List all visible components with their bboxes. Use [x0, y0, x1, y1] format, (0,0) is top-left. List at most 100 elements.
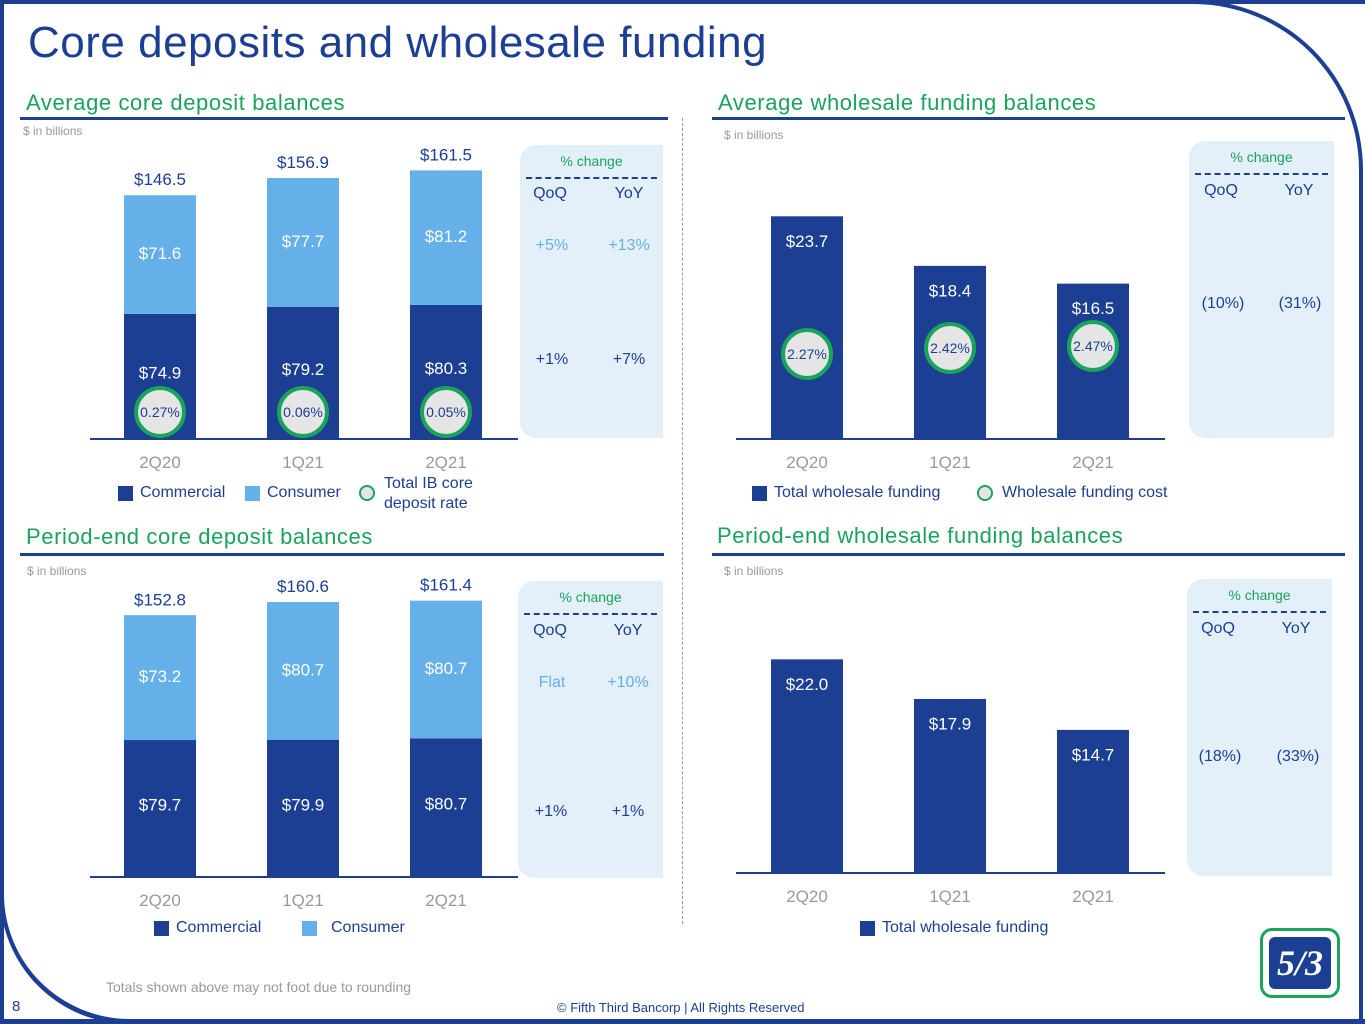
pct-change-header: % change [559, 589, 622, 605]
legend-item-commercial: Commercial [154, 919, 261, 937]
total-label-1q21: $156.9 [277, 153, 329, 172]
legend-swatch-consumer [302, 921, 317, 936]
legend-item-total-wholesale: Total wholesale funding [752, 484, 940, 502]
data-label-commercial-1q21: $79.2 [282, 360, 325, 379]
data-label-commercial-2q21: $80.3 [425, 359, 468, 378]
x-tick-label-2q21: 2Q21 [425, 453, 467, 472]
rate-circle-1q21 [277, 386, 329, 438]
units-avg-core: $ in billions [23, 124, 83, 138]
legend-item-funding-cost: Wholesale funding cost [977, 484, 1167, 502]
chart-avg-wholesale: $23.7 2.27% 2Q20 $18.4 2.42% 1Q21 $16.5 2.47% 2Q… [736, 216, 1165, 472]
rate-circle-2q21 [1067, 320, 1119, 372]
section-rule-avg-core [20, 117, 668, 120]
legend-item-consumer: Consumer [302, 919, 405, 937]
qoq-label: QoQ [533, 185, 567, 202]
page-title: Core deposits and wholesale funding [28, 18, 768, 67]
bar-consumer-1q21 [267, 602, 339, 740]
section-rule-avg-wholesale [712, 117, 1345, 120]
rate-label-2q21: 0.05% [426, 404, 466, 420]
rate-circle-2q20 [134, 386, 186, 438]
legend-item-consumer: Consumer [245, 484, 341, 502]
x-tick-label-2q20: 2Q20 [139, 453, 181, 472]
legend-label-rate: Total IB core deposit rate [384, 474, 473, 514]
data-label-commercial-2q20: $79.7 [139, 796, 182, 815]
units-avg-wholesale: $ in billions [724, 128, 784, 142]
bar-commercial-2q20 [124, 740, 196, 876]
data-label-total-wholesale-funding-1q21: $18.4 [929, 281, 972, 300]
data-label-commercial-2q21: $80.7 [425, 795, 468, 814]
rate-circle-1q21 [924, 322, 976, 374]
frame-border-top [0, 0, 1365, 4]
legend-label-consumer: Consumer [267, 484, 341, 501]
yoy-label: YoY [614, 185, 644, 202]
rate-label-2q20: 0.27% [140, 404, 180, 420]
consumer-qoq: Flat [538, 674, 566, 691]
yoy-label: YoY [1284, 182, 1314, 199]
pct-change-divider [1195, 173, 1328, 175]
legend-label-rate-line1: Total IB core [384, 475, 473, 492]
section-title-pe-core: Period-end core deposit balances [26, 524, 373, 549]
legend-label-consumer: Consumer [331, 919, 405, 936]
pct-change-panel-avg-core: % change QoQ YoY +5% +13% +1% +7% [520, 145, 663, 438]
pct-change-divider [1193, 611, 1326, 613]
data-label-consumer-2q21: $80.7 [425, 659, 468, 678]
qoq-label: QoQ [533, 622, 567, 639]
chart-avg-core: $74.9 $71.6 $146.5 0.27% 2Q20 $79.2 $77.7 $156.… [90, 145, 518, 472]
fifth-third-logo-mark: 5/3 [1269, 937, 1331, 989]
pct-change-header: % change [560, 153, 623, 169]
frame-border-bottom [0, 1019, 1365, 1024]
legend-item-rate: Total IB core deposit rate [359, 474, 473, 514]
legend-label-rate-line2: deposit rate [384, 495, 468, 512]
rate-label-2q21: 2.47% [1073, 338, 1113, 354]
rate-label-1q21: 0.06% [283, 404, 323, 420]
data-label-commercial-1q21: $79.9 [282, 795, 325, 814]
total-label-1q21: $160.6 [277, 577, 329, 596]
chart-pe-core: $79.7 $73.2 $152.8 2Q20 $79.9 $80.7 $160.6 1Q21… [90, 576, 518, 910]
section-rule-pe-core [20, 553, 664, 556]
legend-circle-funding-cost [977, 485, 993, 501]
x-tick-label-2q20: 2Q20 [786, 453, 828, 472]
total-label-2q21: $161.4 [420, 576, 472, 595]
pct-change-divider [524, 613, 657, 615]
bar-consumer-2q20 [124, 195, 196, 314]
data-label-commercial-2q20: $74.9 [139, 363, 182, 382]
data-label-total-wholesale-funding-2q20: $23.7 [786, 232, 829, 251]
consumer-yoy: +10% [607, 674, 649, 691]
qoq-label: QoQ [1204, 182, 1238, 199]
total-qoq: (18%) [1198, 748, 1242, 765]
page-number: 8 [12, 998, 21, 1015]
rate-label-1q21: 2.42% [930, 340, 970, 356]
fifth-third-logo: 5/3 [1260, 928, 1340, 998]
x-tick-label-2q21: 2Q21 [1072, 887, 1114, 906]
total-label-2q20: $146.5 [134, 170, 186, 189]
pct-change-header: % change [1228, 587, 1291, 603]
frame-border-left [0, 0, 4, 1024]
units-pe-wholesale: $ in billions [724, 564, 784, 578]
data-label-total-wholesale-funding-2q20: $22.0 [786, 675, 829, 694]
section-rule-pe-wholesale [712, 553, 1345, 556]
commercial-yoy: +1% [611, 803, 645, 820]
data-label-consumer-2q20: $73.2 [139, 667, 182, 686]
bar-total-wholesale-funding-1q21 [914, 698, 986, 872]
yoy-label: YoY [613, 622, 643, 639]
footnote: Totals shown above may not foot due to r… [106, 979, 412, 995]
bar-commercial-1q21 [267, 739, 339, 876]
data-label-total-wholesale-funding-2q21: $14.7 [1072, 745, 1115, 764]
x-tick-label-1q21: 1Q21 [929, 887, 971, 906]
legend-item-total-wholesale: Total wholesale funding [860, 919, 1048, 937]
chart-pe-wholesale: $22.0 2Q20 $17.9 1Q21 $14.7 2Q21 [736, 659, 1165, 906]
bar-total-wholesale-funding-2q20 [771, 216, 843, 438]
x-tick-label-1q21: 1Q21 [282, 891, 324, 910]
pct-change-panel-pe-wholesale: % change QoQ YoY (18%) (33%) [1187, 579, 1332, 876]
total-label-2q20: $152.8 [134, 590, 186, 609]
rate-circle-2q20 [781, 328, 833, 380]
data-label-consumer-2q20: $71.6 [139, 244, 182, 263]
rate-label-2q20: 2.27% [787, 346, 827, 362]
pct-change-divider [526, 177, 657, 179]
data-label-total-wholesale-funding-2q21: $16.5 [1072, 299, 1115, 318]
data-label-consumer-2q21: $81.2 [425, 227, 468, 246]
legend-label-total-wholesale: Total wholesale funding [774, 484, 941, 501]
section-title-pe-wholesale: Period-end wholesale funding balances [717, 523, 1124, 548]
legend-swatch-commercial [118, 486, 133, 501]
bar-consumer-2q20 [124, 615, 196, 741]
